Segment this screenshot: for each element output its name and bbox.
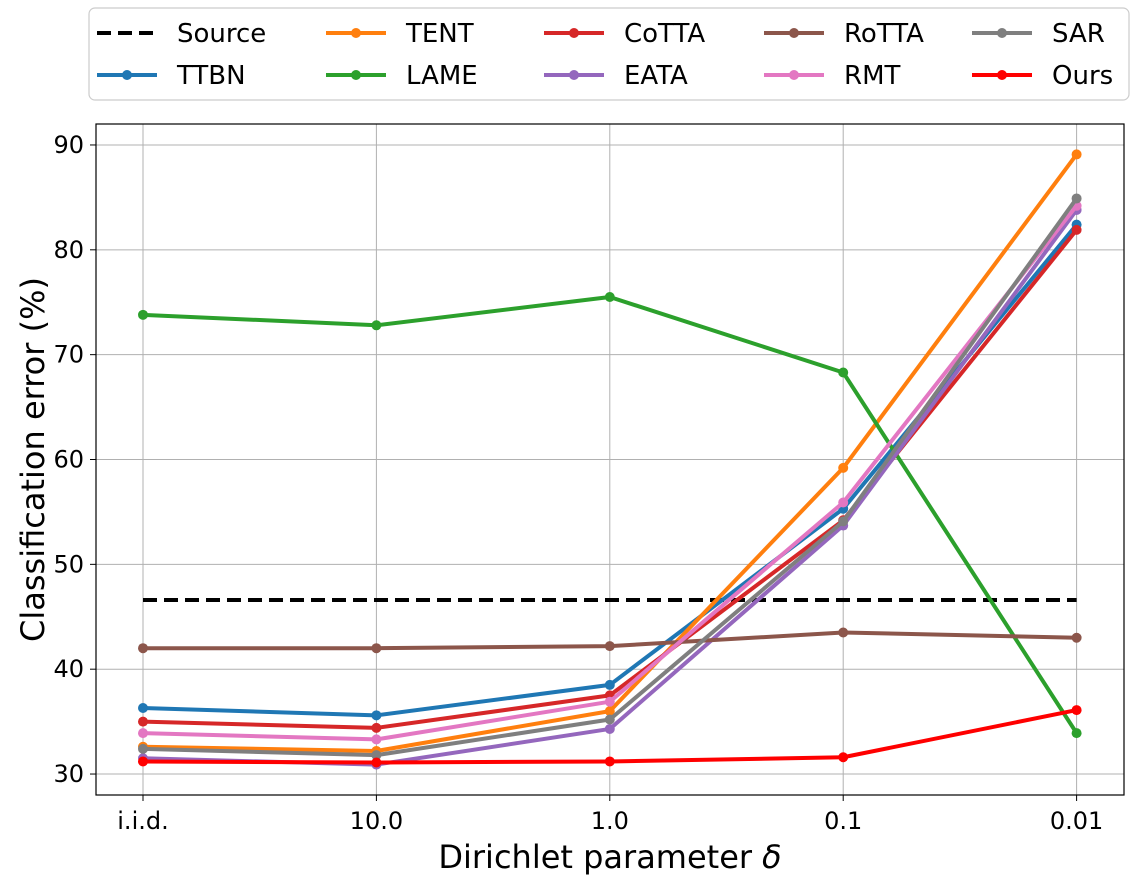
legend-label: Source xyxy=(177,19,266,49)
data-point-rmt xyxy=(371,734,382,745)
x-axis-label-text: Dirichlet parameter xyxy=(438,838,753,876)
legend-label: LAME xyxy=(406,61,478,91)
data-point-ours xyxy=(838,752,849,763)
data-point-ours xyxy=(138,756,148,767)
x-tick-label: 0.1 xyxy=(824,807,862,835)
data-point-lame xyxy=(371,320,382,331)
legend-label: EATA xyxy=(624,61,688,91)
data-point-rmt xyxy=(838,497,849,508)
series-rmt xyxy=(138,200,1082,745)
data-point-ours xyxy=(371,757,382,768)
legend-item-ours: Ours xyxy=(972,61,1113,91)
legend-marker xyxy=(789,28,799,38)
y-axis-label: Classification error (%) xyxy=(14,277,52,642)
series-group xyxy=(138,149,1082,770)
data-point-lame xyxy=(838,367,849,378)
x-axis-label: Dirichlet parameter δ xyxy=(438,838,781,876)
data-point-rotta xyxy=(838,627,849,638)
legend-item-sar: SAR xyxy=(972,19,1105,49)
data-point-ttbn xyxy=(604,679,615,690)
data-point-lame xyxy=(604,291,615,302)
legend-label: RoTTA xyxy=(844,19,924,49)
data-point-ours xyxy=(604,756,615,767)
legend-marker xyxy=(789,70,799,80)
axis-ticks: i.i.d. 10.0 1.0 0.1 0.01 30 40 50 60 70 80 90 xyxy=(53,131,1103,835)
data-point-cotta xyxy=(371,722,382,733)
data-point-rotta xyxy=(604,641,615,652)
legend-label: RMT xyxy=(844,61,900,91)
data-point-lame xyxy=(138,309,148,320)
x-axis-label-symbol: δ xyxy=(762,838,782,876)
data-point-lame xyxy=(1071,728,1082,739)
x-tick-label: 1.0 xyxy=(591,807,629,835)
x-tick-label: 10.0 xyxy=(350,807,403,835)
legend-marker xyxy=(569,70,579,80)
data-point-sar xyxy=(838,516,849,527)
legend-label: TENT xyxy=(405,19,474,49)
legend-label: SAR xyxy=(1052,19,1105,49)
legend-marker xyxy=(351,28,361,38)
data-point-tent xyxy=(838,462,849,473)
data-point-tent xyxy=(604,706,615,717)
legend-marker xyxy=(997,70,1007,80)
data-point-ttbn xyxy=(371,710,382,721)
legend-label: Ours xyxy=(1052,61,1113,91)
y-tick-label: 70 xyxy=(53,341,84,369)
legend-item-lame: LAME xyxy=(326,61,478,91)
legend-marker xyxy=(351,70,361,80)
legend-item-tent: TENT xyxy=(326,19,474,49)
series-ours xyxy=(138,705,1082,768)
data-point-ttbn xyxy=(138,702,148,713)
data-point-sar xyxy=(1071,193,1082,204)
data-point-rotta xyxy=(371,643,382,654)
data-point-cotta xyxy=(1071,224,1082,235)
x-tick-label: i.i.d. xyxy=(117,807,168,835)
legend-item-source: Source xyxy=(97,19,266,49)
data-point-sar xyxy=(138,743,148,754)
data-point-ours xyxy=(1071,705,1082,716)
legend-marker xyxy=(122,70,132,80)
legend-marker xyxy=(997,28,1007,38)
legend-item-cotta: CoTTA xyxy=(544,19,705,49)
y-tick-label: 30 xyxy=(53,760,84,788)
series-rotta xyxy=(138,627,1082,654)
series-sar xyxy=(138,193,1082,761)
grid xyxy=(96,124,1124,795)
data-point-rotta xyxy=(1071,632,1082,643)
data-point-rmt xyxy=(138,728,148,739)
legend-item-ttbn: TTBN xyxy=(97,61,246,91)
y-tick-label: 80 xyxy=(53,236,84,264)
data-point-sar xyxy=(604,714,615,725)
legend-label: TTBN xyxy=(176,61,246,91)
y-tick-label: 60 xyxy=(53,446,84,474)
legend-label: CoTTA xyxy=(624,19,705,49)
data-point-tent xyxy=(1071,149,1082,160)
data-point-rmt xyxy=(604,696,615,707)
legend-marker xyxy=(569,28,579,38)
series-lame xyxy=(138,291,1082,739)
legend-item-eata: EATA xyxy=(544,61,688,91)
data-point-eata xyxy=(604,723,615,734)
data-point-rotta xyxy=(138,643,148,654)
x-tick-label: 0.01 xyxy=(1050,807,1103,835)
y-tick-label: 50 xyxy=(53,550,84,578)
y-tick-label: 40 xyxy=(53,655,84,683)
data-point-sar xyxy=(371,750,382,761)
legend: Source TTBN TENT LAME CoTTA EATA RoTTA RMT SAR Ou… xyxy=(88,7,1130,101)
y-tick-label: 90 xyxy=(53,131,84,159)
data-point-cotta xyxy=(138,716,148,727)
legend-item-rmt: RMT xyxy=(764,61,900,91)
legend-item-rotta: RoTTA xyxy=(764,19,924,49)
